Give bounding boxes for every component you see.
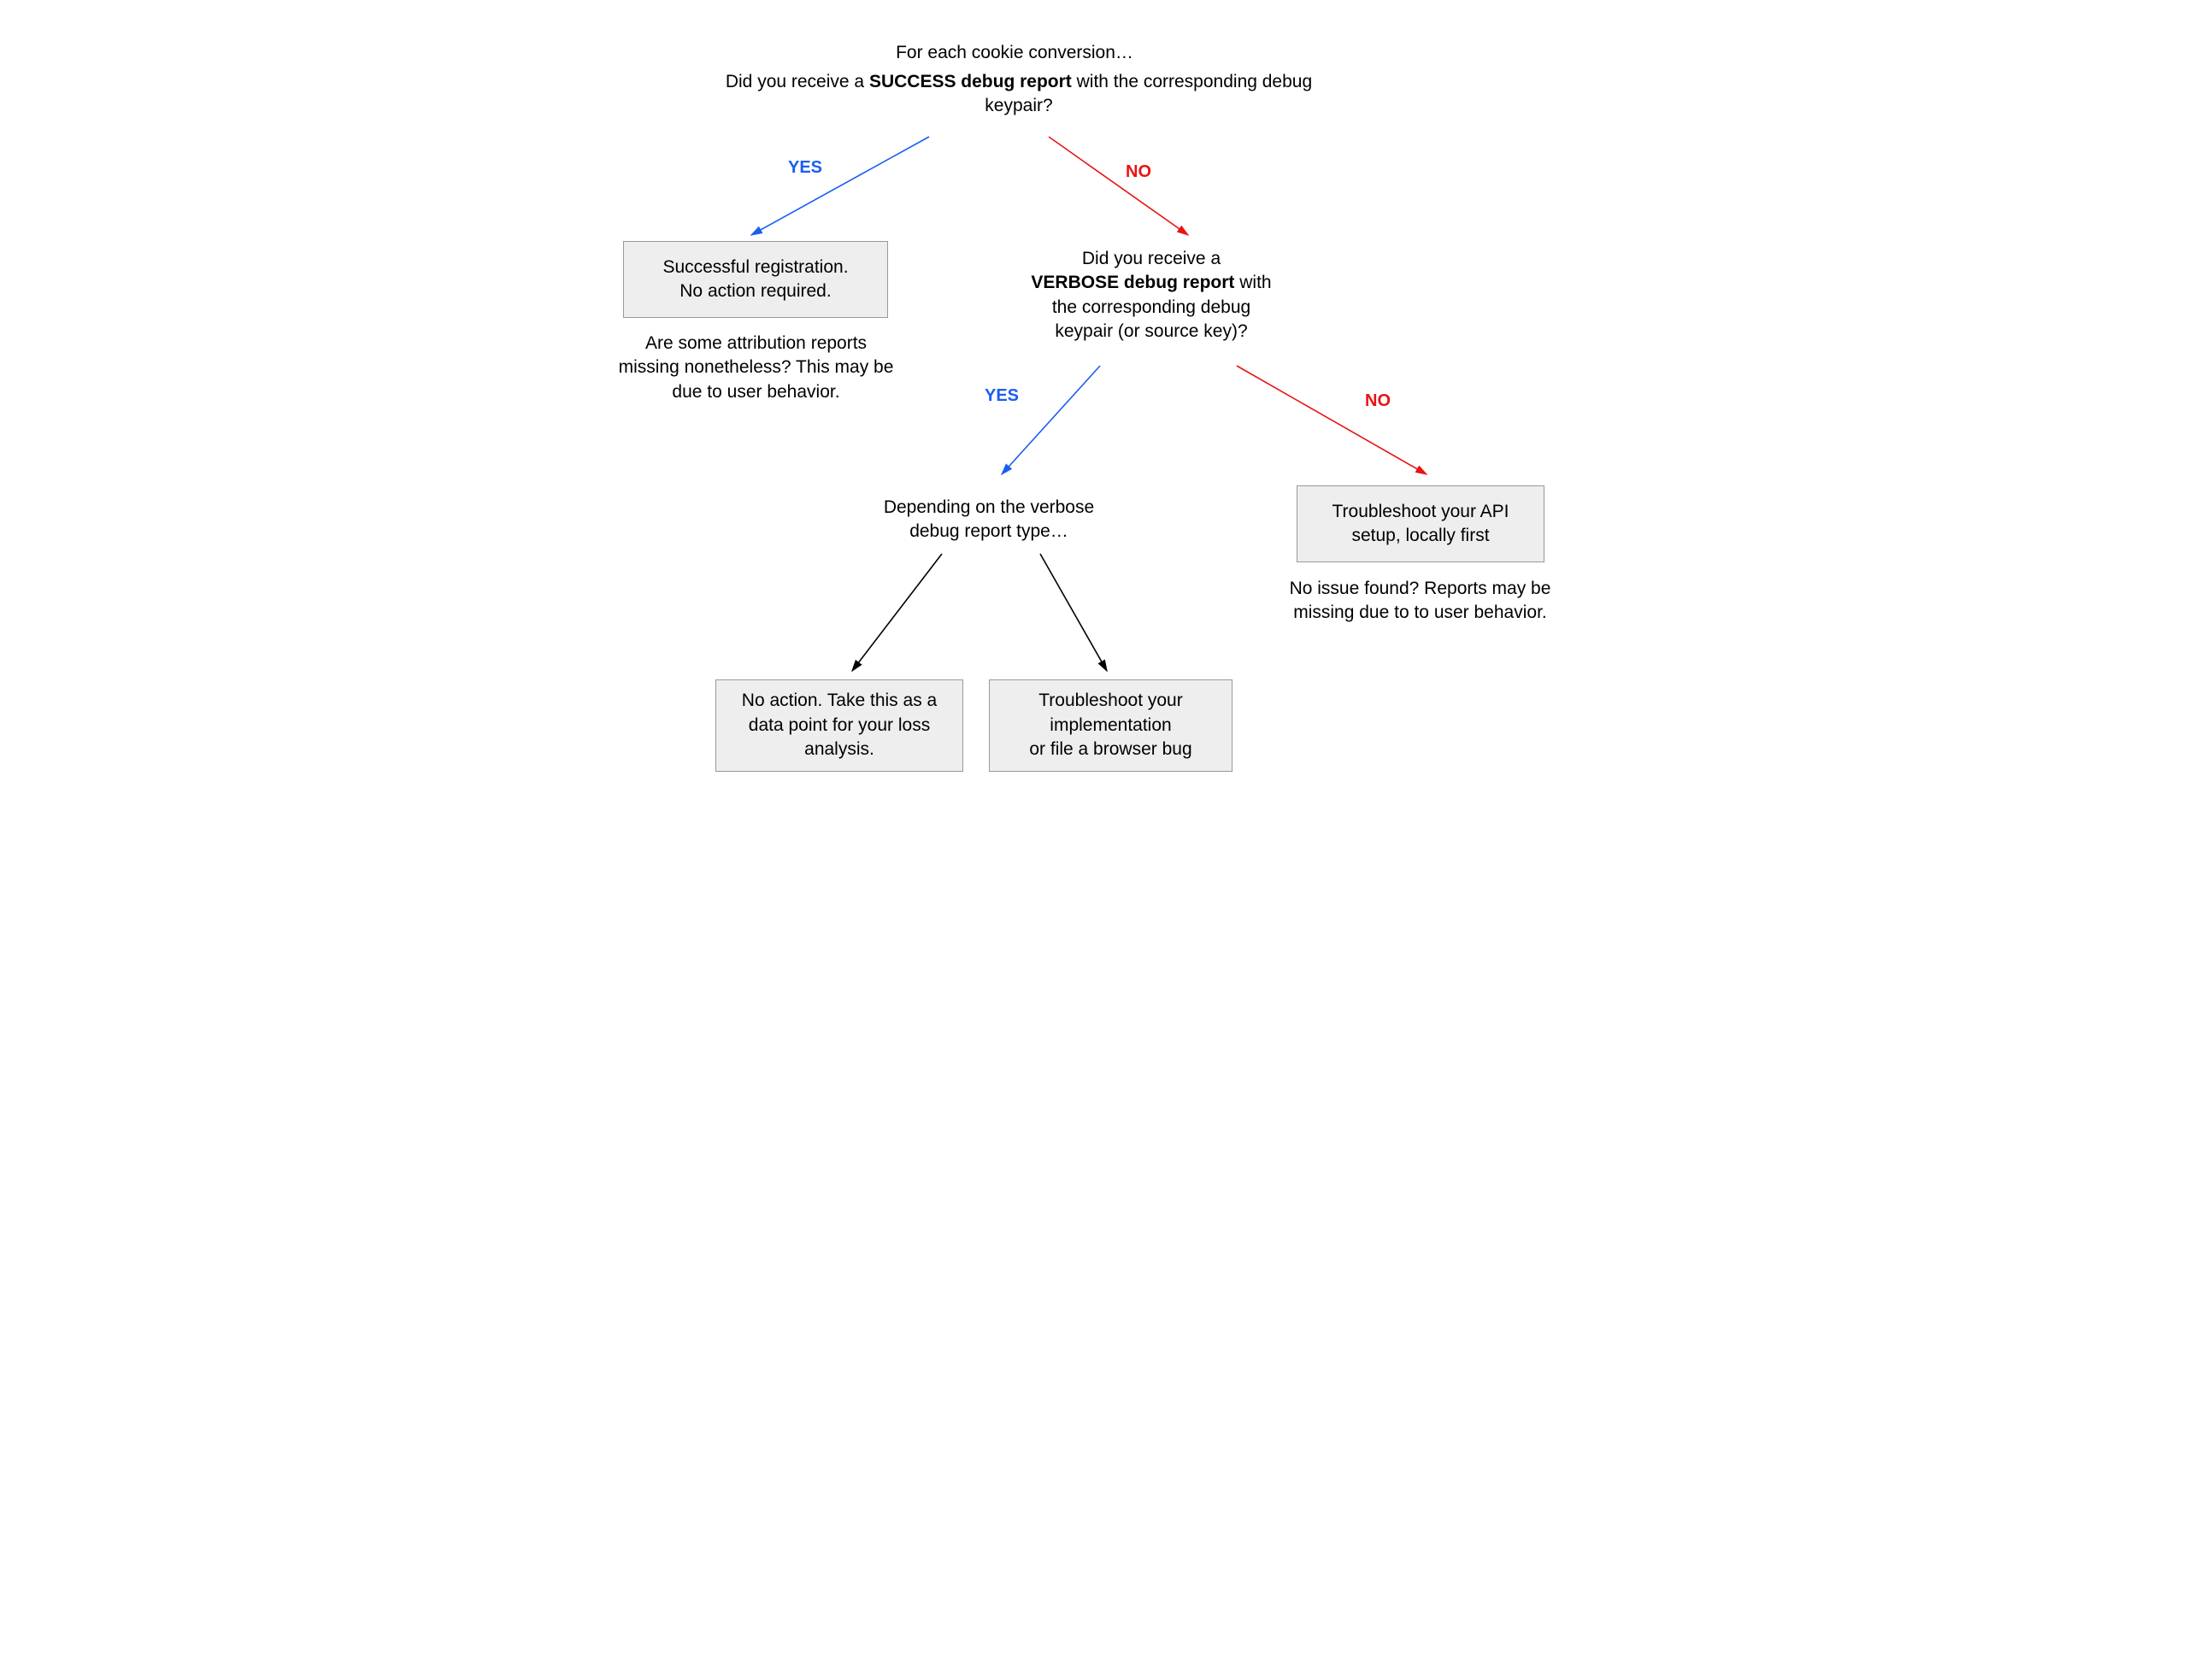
note-success: Are some attribution reports missing non… xyxy=(617,332,895,404)
box-api: Troubleshoot your API setup, locally fir… xyxy=(1297,485,1544,562)
label-yes-2: YES xyxy=(985,386,1019,406)
question-1: Did you receive a SUCCESS debug report w… xyxy=(720,70,1318,119)
flowchart-canvas: For each cookie conversion… Did you rece… xyxy=(553,0,1659,829)
label-yes-1: YES xyxy=(788,158,822,178)
question-2: Did you receive aVERBOSE debug report wi… xyxy=(1002,247,1301,344)
label-no-1: NO xyxy=(1126,162,1151,182)
label-no-2: NO xyxy=(1365,391,1391,411)
intro-text: For each cookie conversion… xyxy=(809,41,1220,65)
box-troubleshoot: Troubleshoot your implementationor file … xyxy=(989,679,1232,772)
box-noaction: No action. Take this as a data point for… xyxy=(715,679,963,772)
text-depending: Depending on the verbose debug report ty… xyxy=(856,496,1121,544)
box-success: Successful registration.No action requir… xyxy=(623,241,888,318)
note-api: No issue found? Reports may be missing d… xyxy=(1264,577,1576,626)
